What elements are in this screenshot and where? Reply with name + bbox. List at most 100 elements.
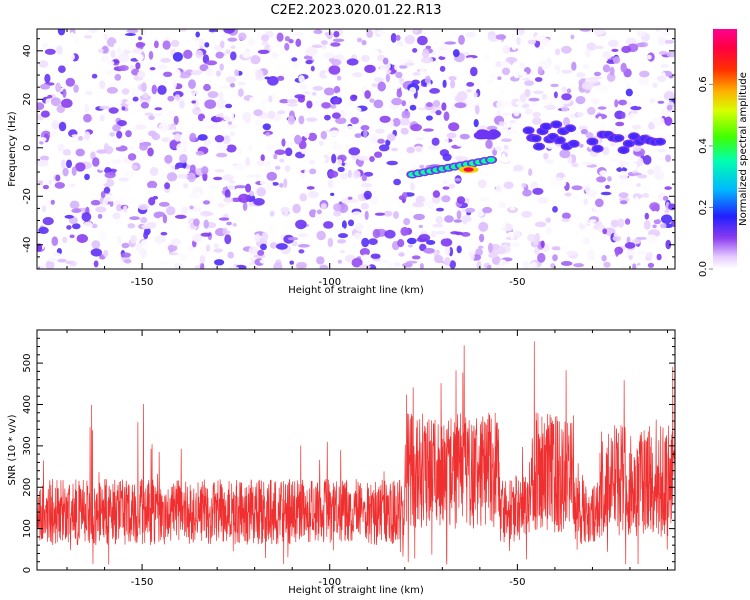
heatmap-noise-cell xyxy=(96,149,108,154)
heatmap-noise-cell xyxy=(200,232,212,237)
heatmap-noise-cell xyxy=(138,36,143,41)
heatmap-noise-cell xyxy=(189,164,196,173)
heatmap-noise-cell xyxy=(300,84,308,90)
heatmap-noise-cell xyxy=(359,264,371,269)
heatmap-noise-cell xyxy=(216,143,228,151)
heatmap-noise-cell xyxy=(279,99,290,104)
heatmap-noise-cell xyxy=(285,147,293,157)
heatmap-noise-cell xyxy=(613,232,619,237)
heatmap-noise-cell xyxy=(330,192,335,196)
heatmap-noise-cell xyxy=(225,49,231,55)
heatmap-noise-cell xyxy=(448,183,456,189)
heatmap-noise-cell xyxy=(382,249,391,258)
heatmap-noise-cell xyxy=(323,52,336,59)
heatmap-noise-cell xyxy=(538,59,551,69)
heatmap-noise-cell xyxy=(227,121,233,125)
heatmap-noise-cell xyxy=(482,206,493,214)
heatmap-noise-cell xyxy=(62,88,67,98)
heatmap-cells xyxy=(37,29,675,269)
signal-cell-inner xyxy=(588,139,597,145)
heatmap-noise-cell xyxy=(637,174,648,179)
heatmap-noise-cell xyxy=(533,247,540,255)
heatmap-noise-cell xyxy=(665,154,672,163)
heatmap-noise-cell xyxy=(225,76,237,83)
heatmap-noise-cell xyxy=(126,29,139,34)
heatmap-noise-cell xyxy=(403,218,411,226)
heatmap-noise-cell xyxy=(79,39,89,46)
heatmap-noise-cell xyxy=(371,49,379,56)
heatmap-noise-cell xyxy=(573,263,584,268)
heatmap-noise-cell xyxy=(373,99,384,109)
snr-frame xyxy=(36,329,676,571)
y-tick-label: 20 xyxy=(22,93,33,106)
heatmap-noise-cell xyxy=(194,37,200,42)
heatmap-noise-cell xyxy=(341,198,352,204)
heatmap-noise-cell xyxy=(244,114,251,124)
heatmap-noise-cell xyxy=(51,236,59,246)
heatmap-noise-cell xyxy=(165,103,172,109)
heatmap-noise-cell xyxy=(349,94,358,102)
heatmap-noise-cell xyxy=(658,157,666,162)
heatmap-noise-cell xyxy=(38,226,49,234)
heatmap-noise-cell xyxy=(224,135,230,141)
heatmap-noise-cell xyxy=(245,157,251,167)
heatmap-noise-cell xyxy=(50,199,55,205)
y-tick-label: 40 xyxy=(22,44,33,57)
heatmap-noise-cell xyxy=(501,60,510,67)
heatmap-noise-cell xyxy=(170,162,176,173)
heatmap-noise-cell xyxy=(545,217,551,223)
heatmap-noise-cell xyxy=(511,241,521,248)
heatmap-noise-cell xyxy=(167,95,175,102)
heatmap-noise-cell xyxy=(658,29,665,37)
heatmap-noise-cell xyxy=(152,195,159,200)
heatmap-noise-cell xyxy=(582,63,590,70)
heatmap-noise-cell xyxy=(83,35,93,39)
heatmap-noise-cell xyxy=(660,223,667,229)
heatmap-noise-cell xyxy=(412,48,418,53)
heatmap-noise-cell xyxy=(513,230,521,237)
heatmap-noise-cell xyxy=(657,100,665,104)
heatmap-noise-cell xyxy=(124,33,136,36)
heatmap-noise-cell xyxy=(41,205,47,213)
heatmap-noise-cell xyxy=(360,125,370,131)
heatmap-noise-cell xyxy=(637,76,649,86)
heatmap-noise-cell xyxy=(624,242,636,249)
heatmap-noise-cell xyxy=(328,170,339,178)
heatmap-noise-cell xyxy=(442,79,447,88)
heatmap-noise-cell xyxy=(54,182,65,189)
heatmap-noise-cell xyxy=(269,242,278,249)
heatmap-noise-cell xyxy=(112,124,121,132)
heatmap-noise-cell xyxy=(232,223,237,227)
heatmap-noise-cell xyxy=(131,48,143,54)
heatmap-noise-cell xyxy=(394,64,400,71)
heatmap-noise-cell xyxy=(131,88,138,98)
heatmap-noise-cell xyxy=(327,237,334,248)
heatmap-noise-cell xyxy=(664,210,670,214)
heatmap-noise-cell xyxy=(95,206,107,213)
heatmap-noise-cell xyxy=(561,45,572,54)
heatmap-noise-cell xyxy=(71,134,80,138)
heatmap-noise-cell xyxy=(225,103,233,109)
heatmap-noise-cell xyxy=(104,171,116,179)
heatmap-noise-cell xyxy=(340,250,345,254)
heatmap-noise-cell xyxy=(495,34,507,40)
heatmap-noise-cell xyxy=(612,235,622,242)
heatmap-noise-cell xyxy=(173,263,183,269)
heatmap-noise-cell xyxy=(311,92,317,96)
heatmap-noise-cell xyxy=(139,139,145,143)
heatmap-noise-cell xyxy=(157,255,166,264)
heatmap-noise-cell xyxy=(607,176,612,182)
heatmap-noise-cell xyxy=(259,102,265,106)
heatmap-noise-cell xyxy=(509,207,516,211)
heatmap-noise-cell xyxy=(71,208,82,214)
heatmap-noise-cell xyxy=(593,45,604,50)
heatmap-noise-cell xyxy=(257,32,262,39)
heatmap-noise-cell xyxy=(332,98,340,105)
heatmap-noise-cell xyxy=(456,184,462,192)
heatmap-noise-cell xyxy=(172,68,181,79)
heatmap-noise-cell xyxy=(226,144,237,153)
heatmap-noise-cell xyxy=(111,159,122,164)
heatmap-noise-cell xyxy=(212,86,221,92)
heatmap-noise-cell xyxy=(598,35,609,41)
heatmap-noise-cell xyxy=(176,143,185,153)
